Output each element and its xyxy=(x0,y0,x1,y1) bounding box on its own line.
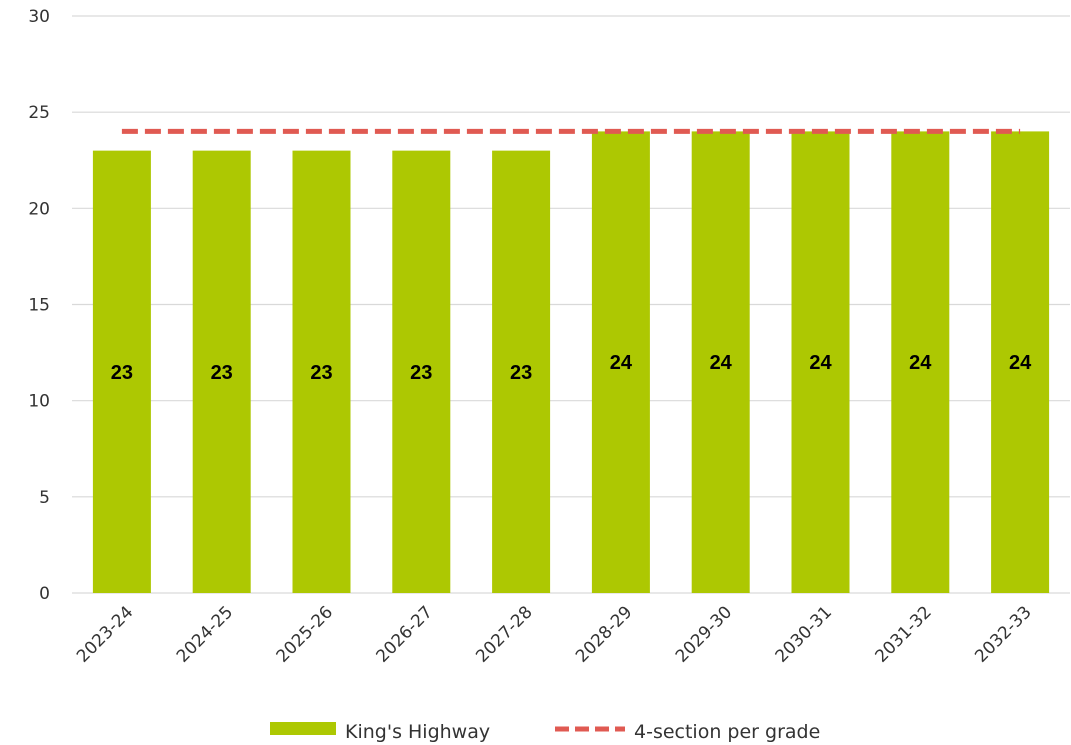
bar xyxy=(392,150,451,593)
bar xyxy=(791,131,850,593)
bar xyxy=(891,131,950,593)
data-label: 24 xyxy=(809,352,832,374)
y-tick-label: 15 xyxy=(28,296,50,316)
data-labels: 23 23 23 23 23 24 24 24 24 24 xyxy=(111,352,1032,384)
data-label: 23 xyxy=(510,362,532,384)
y-tick-label: 30 xyxy=(28,7,50,27)
x-tick-label: 2026-27 xyxy=(372,602,436,666)
bar xyxy=(192,150,251,593)
legend-label: King's Highway xyxy=(345,721,490,743)
x-tick-label: 2032-33 xyxy=(971,602,1035,666)
data-label: 23 xyxy=(310,362,332,384)
bar xyxy=(492,150,551,593)
x-tick-label: 2025-26 xyxy=(273,602,337,666)
y-axis-ticks: 0 5 10 15 20 25 30 xyxy=(28,7,50,604)
bar xyxy=(691,131,750,593)
data-label: 23 xyxy=(111,362,133,384)
x-axis-ticks: 2023-24 2024-25 2025-26 2026-27 2027-28 2028-… xyxy=(73,602,1036,666)
x-tick-label: 2028-29 xyxy=(572,602,636,666)
y-tick-label: 0 xyxy=(39,584,50,604)
data-label: 23 xyxy=(211,362,233,384)
bar xyxy=(591,131,650,593)
y-tick-label: 20 xyxy=(28,199,50,219)
bar xyxy=(991,131,1050,593)
legend-label: 4-section per grade xyxy=(634,721,820,743)
data-label: 24 xyxy=(710,352,733,374)
y-tick-label: 10 xyxy=(28,392,50,412)
bars xyxy=(92,131,1050,593)
data-label: 24 xyxy=(909,352,932,374)
y-tick-label: 25 xyxy=(28,103,50,123)
x-tick-label: 2029-30 xyxy=(672,602,736,666)
x-tick-label: 2024-25 xyxy=(173,602,237,666)
bar xyxy=(92,150,151,593)
legend-item-4-section: 4-section per grade xyxy=(555,721,820,743)
legend-swatch-bar xyxy=(270,722,336,735)
data-label: 24 xyxy=(610,352,633,374)
legend-item-kings-highway: King's Highway xyxy=(270,721,490,743)
legend: King's Highway 4-section per grade xyxy=(270,721,820,743)
data-label: 24 xyxy=(1009,352,1032,374)
x-tick-label: 2030-31 xyxy=(772,602,836,666)
y-tick-label: 5 xyxy=(39,488,50,508)
x-tick-label: 2023-24 xyxy=(73,602,137,666)
x-tick-label: 2031-32 xyxy=(871,602,935,666)
data-label: 23 xyxy=(410,362,432,384)
bar xyxy=(292,150,351,593)
x-tick-label: 2027-28 xyxy=(472,602,536,666)
